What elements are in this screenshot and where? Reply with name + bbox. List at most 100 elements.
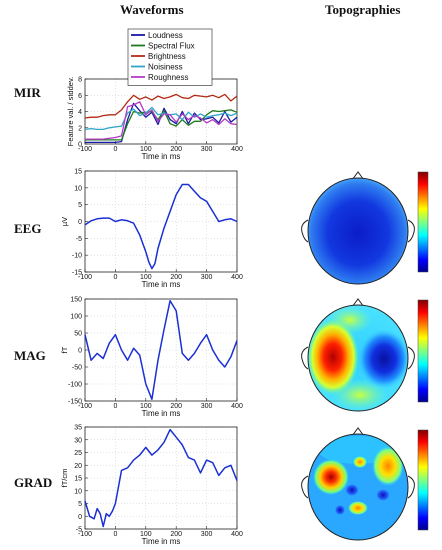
head-ear-right [407, 475, 415, 499]
y-tick-label: 15 [74, 476, 82, 483]
x-tick-label: 200 [170, 403, 182, 410]
x-tick-label: 400 [231, 531, 243, 538]
series-line [84, 183, 238, 270]
y-tick-label: 35 [74, 425, 82, 432]
x-tick-label: 400 [231, 403, 243, 410]
y-tick-label: 0 [78, 219, 82, 226]
head-ear-right [407, 346, 415, 370]
head-nose [351, 171, 365, 181]
series-line-brightness [84, 93, 238, 119]
y-tick-label: 2 [78, 125, 82, 132]
eeg-topography [301, 171, 415, 285]
y-tick-label: 6 [78, 93, 82, 100]
y-tick-label: 100 [70, 314, 82, 321]
legend-label: Loudness [148, 31, 183, 40]
x-tick-label: -100 [78, 531, 92, 538]
series-line [84, 299, 238, 401]
row-label-eeg: EEG [14, 221, 42, 236]
head-nose [351, 298, 365, 308]
row-label-grad: GRAD [14, 475, 53, 490]
x-tick-label: 200 [170, 531, 182, 538]
head-ear-left [301, 219, 309, 243]
y-tick-label: 50 [74, 331, 82, 338]
y-tick-label: 5 [78, 202, 82, 209]
x-tick-label: 300 [201, 146, 213, 153]
x-tick-label: 300 [201, 274, 213, 281]
y-tick-label: 10 [74, 488, 82, 495]
y-tick-label: -50 [72, 365, 82, 372]
y-tick-label: 0 [78, 348, 82, 355]
y-tick-label: 30 [74, 437, 82, 444]
chart-eeg: -100 0 100 200 300 400 -15 -10 -5 0 5 10 15 Time in m… [60, 169, 243, 290]
chart-grad: -100 0 100 200 300 400 -5 0 5 10 15 20 25 30 35 Time in… [60, 425, 243, 547]
x-tick-label: 400 [231, 274, 243, 281]
y-tick-label: -15 [72, 270, 82, 277]
series-line-roughness [85, 101, 238, 140]
x-tick-label: 0 [113, 403, 117, 410]
head-ear-right [407, 219, 415, 243]
mag-topography [301, 298, 415, 412]
y-tick-label: 5 [78, 501, 82, 508]
series-line [84, 428, 238, 528]
y-tick-label: 25 [74, 450, 82, 457]
x-tick-label: 100 [140, 274, 152, 281]
topographies-header: Topographies [325, 2, 401, 17]
x-tick-label: 400 [231, 146, 243, 153]
x-tick-label: 200 [170, 274, 182, 281]
head-ear-left [301, 346, 309, 370]
legend-label: Brightness [148, 52, 186, 61]
y-tick-label: -10 [72, 253, 82, 260]
y-tick-label: 150 [70, 297, 82, 304]
y-axis-label: Feature val. / stddev. [66, 77, 75, 146]
series-line-spectral-flux [85, 109, 238, 141]
y-tick-label: 0 [78, 142, 82, 149]
y-tick-label: -100 [68, 382, 82, 389]
legend-label: Spectral Flux [148, 41, 195, 50]
x-tick-label: 100 [140, 146, 152, 153]
y-tick-label: 8 [78, 77, 82, 84]
row-label-mag: MAG [14, 348, 46, 363]
x-tick-label: 200 [170, 146, 182, 153]
y-tick-label: 15 [74, 169, 82, 176]
y-axis-label: µV [60, 217, 69, 226]
x-tick-label: -100 [78, 146, 92, 153]
x-tick-label: -100 [78, 274, 92, 281]
y-tick-label: 10 [74, 185, 82, 192]
x-tick-label: -100 [78, 403, 92, 410]
y-tick-label: -5 [76, 236, 82, 243]
x-tick-label: 100 [140, 531, 152, 538]
x-axis-label: Time in ms [142, 537, 181, 546]
series-line-loudness [85, 102, 238, 144]
x-tick-label: 0 [113, 146, 117, 153]
x-axis-label: Time in ms [142, 280, 181, 289]
colorbar-eeg [417, 171, 429, 273]
y-tick-label: 20 [74, 463, 82, 470]
x-tick-label: 300 [201, 403, 213, 410]
head-nose [351, 427, 365, 437]
legend-box [127, 28, 213, 86]
waveforms-header: Waveforms [120, 2, 184, 17]
x-axis-label: Time in ms [142, 409, 181, 418]
y-tick-label: 0 [78, 514, 82, 521]
y-tick-label: 4 [78, 109, 82, 116]
colorbar-mag [417, 299, 429, 403]
row-label-mir: MIR [14, 85, 41, 100]
grad-topography [301, 427, 415, 541]
y-axis-label: fT [60, 346, 69, 353]
x-tick-label: 0 [113, 531, 117, 538]
y-tick-label: -5 [76, 527, 82, 534]
y-tick-label: -150 [68, 399, 82, 406]
x-axis-label: Time in ms [142, 152, 181, 161]
x-tick-label: 100 [140, 403, 152, 410]
legend-label: Roughness [148, 73, 188, 82]
y-axis-label: fT/cm [60, 469, 69, 488]
series-line-noisiness [84, 106, 238, 131]
x-tick-label: 300 [201, 531, 213, 538]
colorbar-grad [417, 429, 429, 531]
head-ear-left [301, 475, 309, 499]
legend-label: Noisiness [148, 62, 183, 71]
chart-mag: -100 0 100 200 300 400-150-100-50050100150Tim… [60, 297, 243, 419]
x-tick-label: 0 [113, 274, 117, 281]
